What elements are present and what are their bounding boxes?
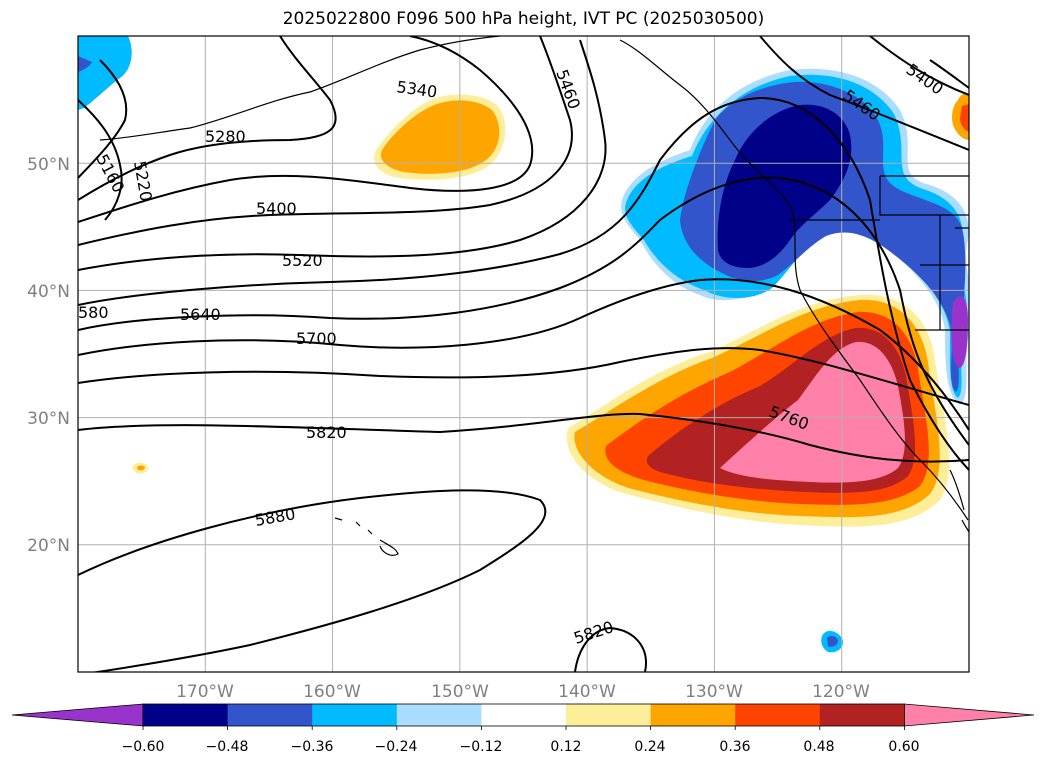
map-title: 2025022800 F096 500 hPa height, IVT PC (… — [282, 9, 765, 29]
contour-label: 5520 — [282, 251, 323, 270]
map-frame — [77, 35, 970, 673]
colorbar-tick-label: 0.36 — [719, 739, 750, 755]
ivt-positive-0.60 — [720, 341, 905, 483]
lon-label-150w: 150°W — [431, 682, 489, 702]
contour-label: 5280 — [205, 127, 246, 146]
colorbar-tick-label: 0.60 — [888, 739, 919, 755]
latitude-labels: 50°N 40°N 30°N 20°N — [27, 155, 70, 556]
contour-label: 5640 — [180, 305, 221, 324]
colorbar-swatch — [819, 704, 905, 726]
lon-label-120w: 120°W — [812, 682, 870, 702]
contour-label: 5400 — [903, 60, 947, 99]
contour-label: 5460 — [552, 67, 584, 112]
ivt-positive-patch-gulf-alaska — [380, 100, 500, 174]
lon-label-130w: 130°W — [685, 682, 743, 702]
colorbar-swatch — [735, 704, 821, 726]
colorbar — [11, 703, 1035, 730]
coastlines — [99, 36, 969, 556]
longitude-labels: 170°W 160°W 150°W 140°W 130°W 120°W — [176, 682, 870, 702]
contour-label: 5880 — [253, 504, 296, 530]
colorbar-tick-labels: −0.60 −0.48 −0.36 −0.24 −0.12 0.12 0.24 … — [122, 739, 920, 755]
contour-label: 5400 — [256, 199, 297, 218]
colorbar-outline — [142, 703, 905, 727]
colorbar-swatch — [650, 704, 736, 726]
lon-label-160w: 160°W — [303, 682, 361, 702]
colorbar-tick-label: 0.24 — [634, 739, 665, 755]
ivt-negative-0.48 — [717, 104, 852, 268]
map-area: 5280 5340 5460 5400 5460 5160 5220 5400 … — [78, 36, 969, 672]
ivt-negative-patch-nw — [78, 36, 132, 110]
contour-label: 5820 — [306, 423, 347, 442]
ivt-negative-patch-nw-inner — [78, 56, 92, 72]
colorbar-tick-label: 0.12 — [550, 739, 581, 755]
contour-label: 5700 — [296, 329, 337, 348]
colorbar-extend-low — [11, 703, 144, 727]
colorbar-swatch — [566, 704, 652, 726]
colorbar-extend-high — [904, 703, 1035, 727]
colorbar-tick-label: −0.12 — [460, 739, 503, 755]
lat-label-20n: 20°N — [27, 536, 70, 556]
colorbar-swatch — [312, 704, 398, 726]
lat-label-30n: 30°N — [27, 409, 70, 429]
contour-label: 580 — [78, 303, 109, 322]
ivt-negative-0.60 — [951, 296, 968, 368]
contour-label: 5820 — [571, 617, 616, 648]
colorbar-swatch — [481, 704, 567, 726]
colorbar-tick-label: −0.48 — [206, 739, 249, 755]
colorbar-tick-label: −0.36 — [291, 739, 334, 755]
ivt-positive-patch-small-inner — [137, 465, 145, 471]
ivt-negative-patch-small-inner — [827, 635, 838, 647]
colorbar-tick-label: 0.48 — [803, 739, 834, 755]
graticule-grid — [78, 36, 969, 672]
height-contours — [78, 36, 969, 672]
colorbar-tick-label: −0.60 — [122, 739, 165, 755]
ivt-positive-patch-ne-corner-inner — [960, 104, 969, 132]
contour-label: 5340 — [395, 77, 438, 101]
lat-label-50n: 50°N — [27, 155, 70, 175]
colorbar-swatch — [396, 704, 482, 726]
colorbar-swatch — [227, 704, 313, 726]
colorbar-tick-label: −0.24 — [375, 739, 418, 755]
colorbar-swatch — [143, 704, 229, 726]
contour-label: 5220 — [130, 159, 156, 202]
lat-label-40n: 40°N — [27, 282, 70, 302]
lon-label-140w: 140°W — [558, 682, 616, 702]
lon-label-170w: 170°W — [176, 682, 234, 702]
